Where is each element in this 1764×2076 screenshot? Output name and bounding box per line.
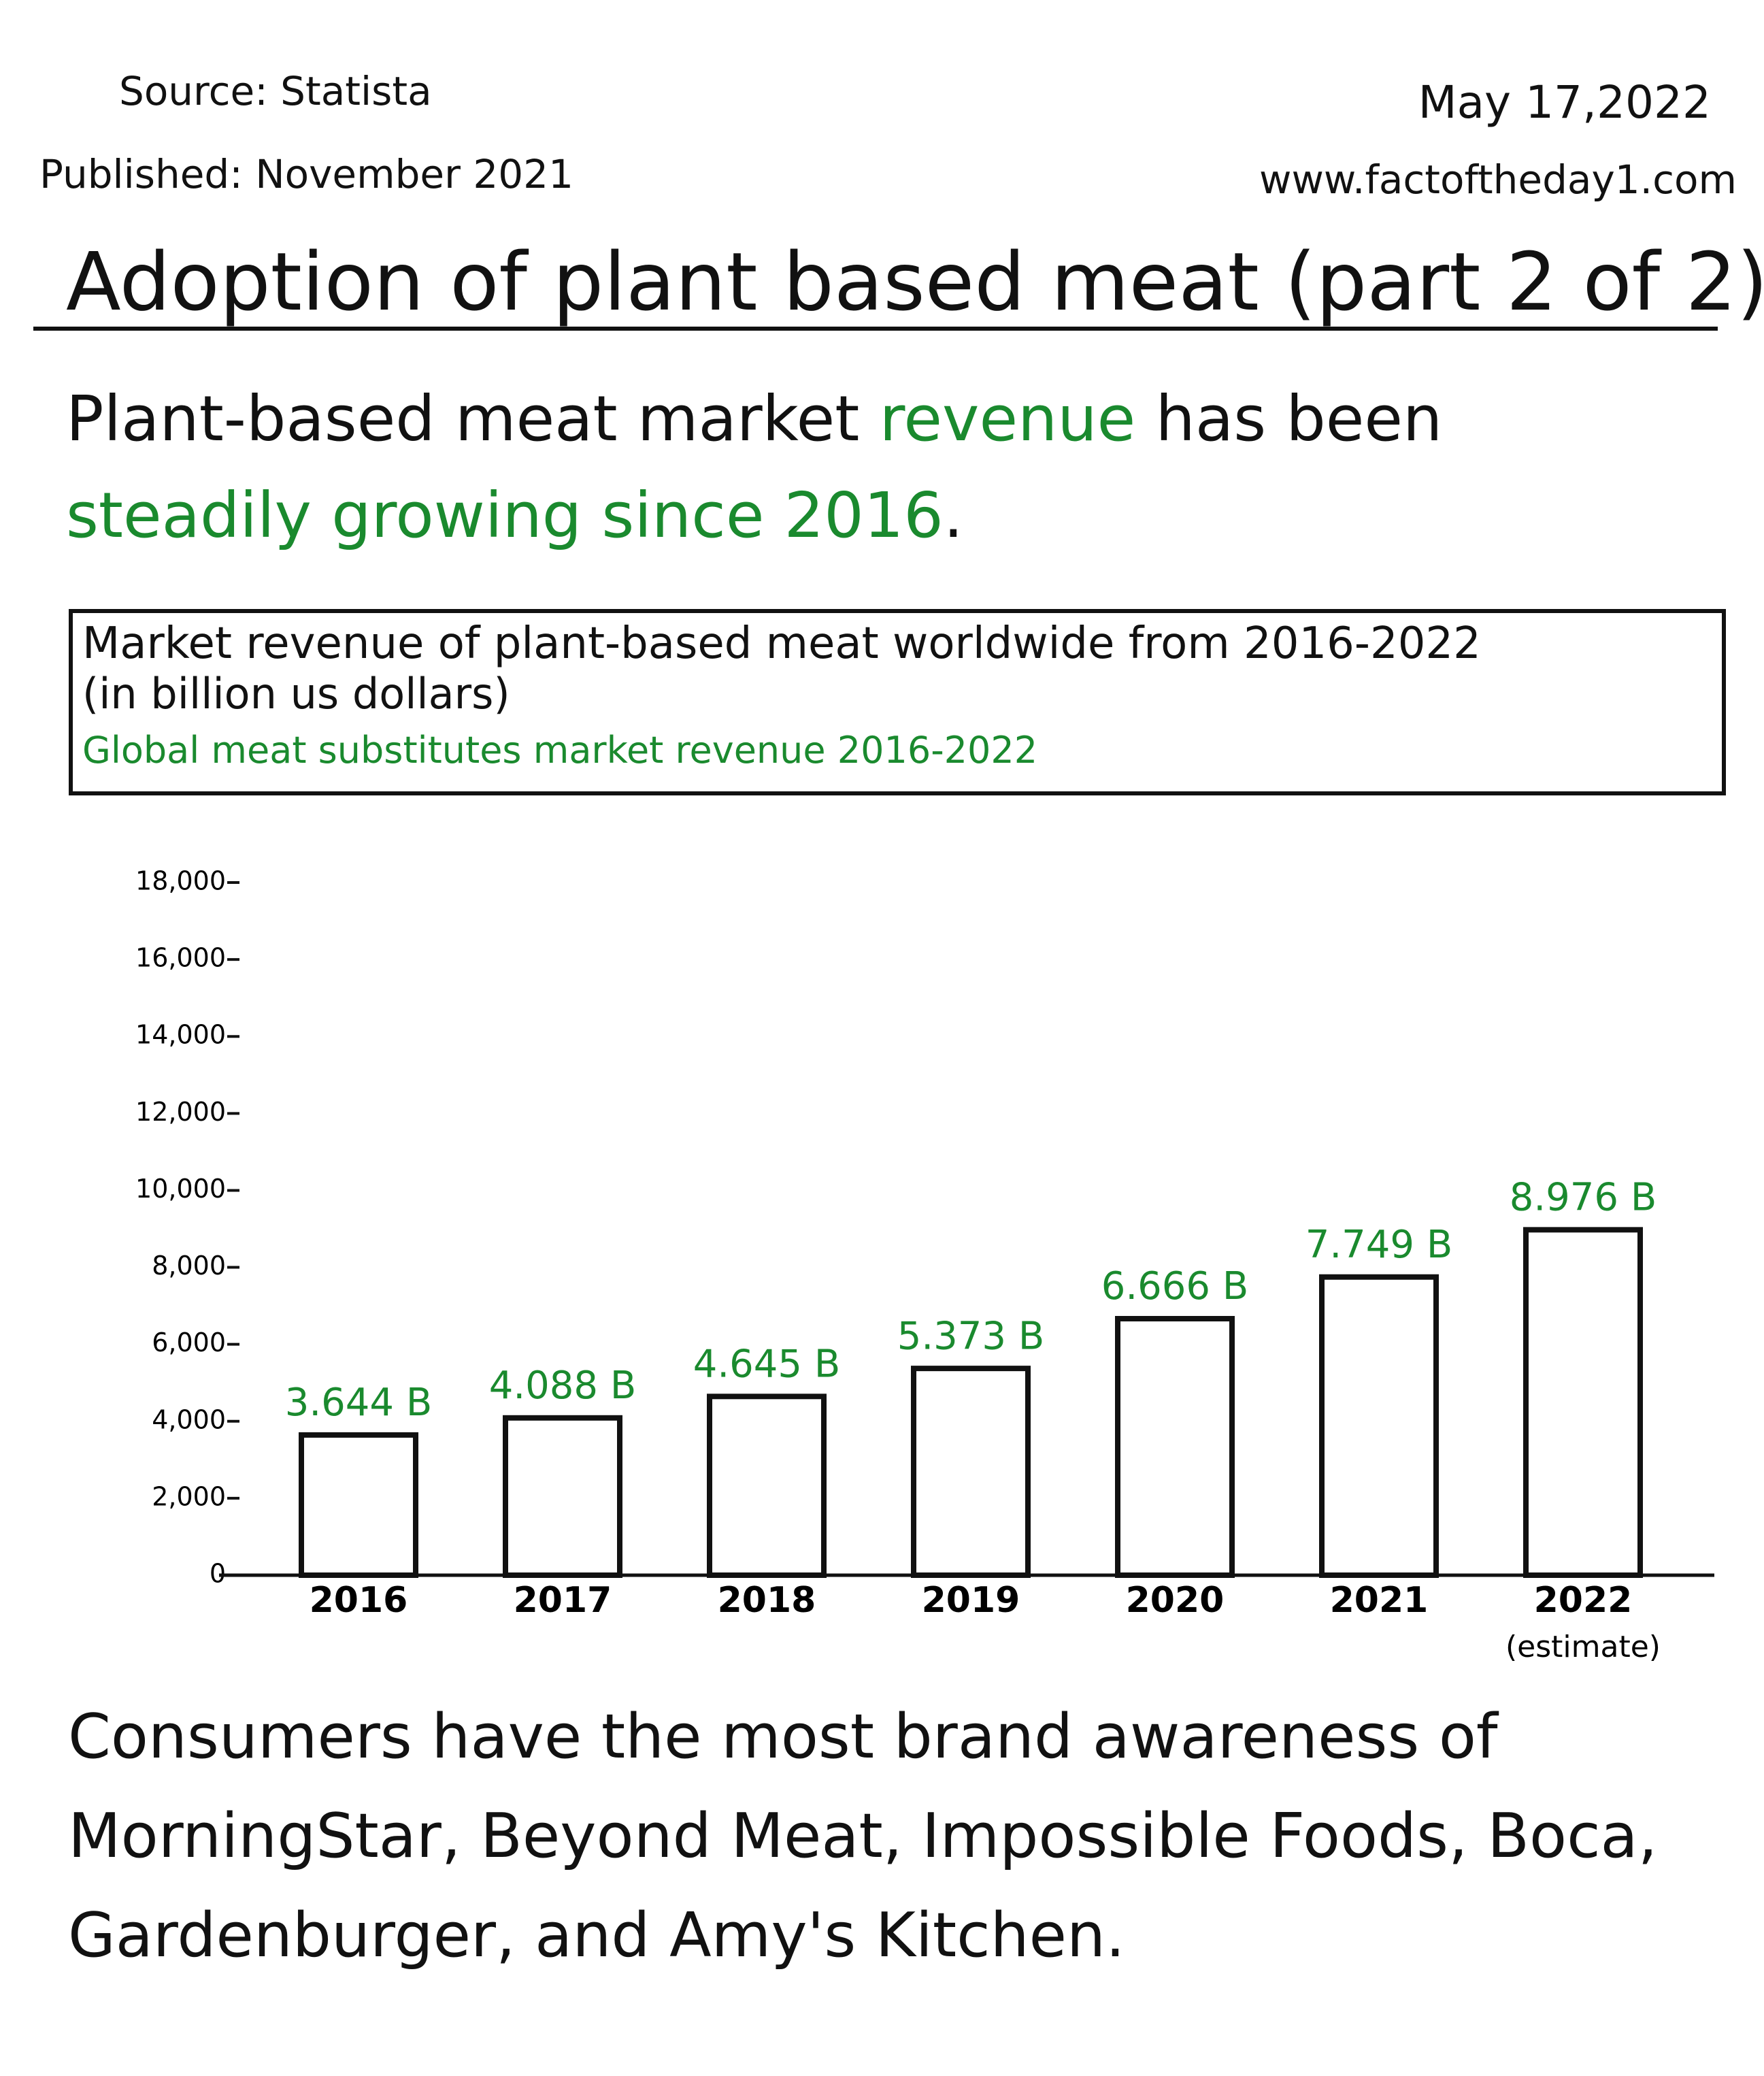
- x-tick-label: 2021: [1330, 1580, 1429, 1621]
- x-tick-label: 2017: [514, 1580, 612, 1621]
- intro-part: .: [943, 479, 964, 552]
- intro-part: has been: [1155, 382, 1443, 455]
- y-tick-label: 18,000: [135, 866, 226, 896]
- chart-subtitle: (in billion us dollars): [82, 669, 510, 719]
- x-tick-label: 2016: [310, 1580, 408, 1621]
- x-tick-label: 2019: [922, 1580, 1020, 1621]
- y-tick-label: 16,000: [135, 943, 226, 973]
- value-label: 3.644 B: [285, 1381, 433, 1425]
- x-tick-label: 2018: [718, 1580, 816, 1621]
- bar: [1115, 1316, 1235, 1578]
- title-underline: [33, 327, 1718, 331]
- title: Adoption of plant based meat (part 2 of …: [66, 235, 1764, 329]
- value-label: 7.749 B: [1305, 1223, 1453, 1267]
- bar: [707, 1394, 827, 1579]
- value-label: 4.645 B: [693, 1342, 841, 1386]
- date: May 17,2022: [1418, 76, 1711, 129]
- x-tick-label: 2022: [1534, 1580, 1633, 1621]
- bar: [1319, 1274, 1439, 1578]
- bar: [1523, 1227, 1643, 1578]
- intro: Plant-based meat market revenue has been…: [66, 371, 1671, 564]
- chart-header-box: Market revenue of plant-based meat world…: [69, 609, 1726, 795]
- conclusion: Consumers have the most brand awareness …: [68, 1701, 1658, 1971]
- intro-part: Plant-based meat market: [66, 382, 860, 455]
- intro-part: steadily growing since 2016: [66, 479, 944, 552]
- bar: [911, 1366, 1031, 1578]
- y-tick-label: 8,000: [152, 1251, 226, 1281]
- chart-title: Market revenue of plant-based meat world…: [82, 619, 1481, 669]
- value-label: 5.373 B: [897, 1314, 1045, 1358]
- y-tick-label: 12,000: [135, 1097, 226, 1127]
- website: www.factoftheday1.com: [1259, 156, 1737, 203]
- y-tick-label: 10,000: [135, 1174, 226, 1204]
- x-tick-label: 2020: [1126, 1580, 1225, 1621]
- bar: [503, 1415, 622, 1578]
- value-label: 8.976 B: [1510, 1175, 1657, 1219]
- value-label: 4.088 B: [489, 1364, 637, 1408]
- y-tick-label: 14,000: [135, 1020, 226, 1050]
- y-tick-label: 4,000: [152, 1404, 226, 1434]
- intro-part: revenue: [879, 382, 1136, 455]
- y-tick-label: 2,000: [152, 1481, 226, 1511]
- value-label: 6.666 B: [1101, 1264, 1249, 1308]
- x-tick-note: (estimate): [1505, 1630, 1661, 1664]
- source: Source: Statista: [119, 68, 432, 114]
- published: Published: November 2021: [39, 151, 573, 197]
- bar: [299, 1432, 418, 1579]
- chart-note: Global meat substitutes market revenue 2…: [82, 729, 1038, 772]
- y-tick-label: 6,000: [152, 1328, 226, 1357]
